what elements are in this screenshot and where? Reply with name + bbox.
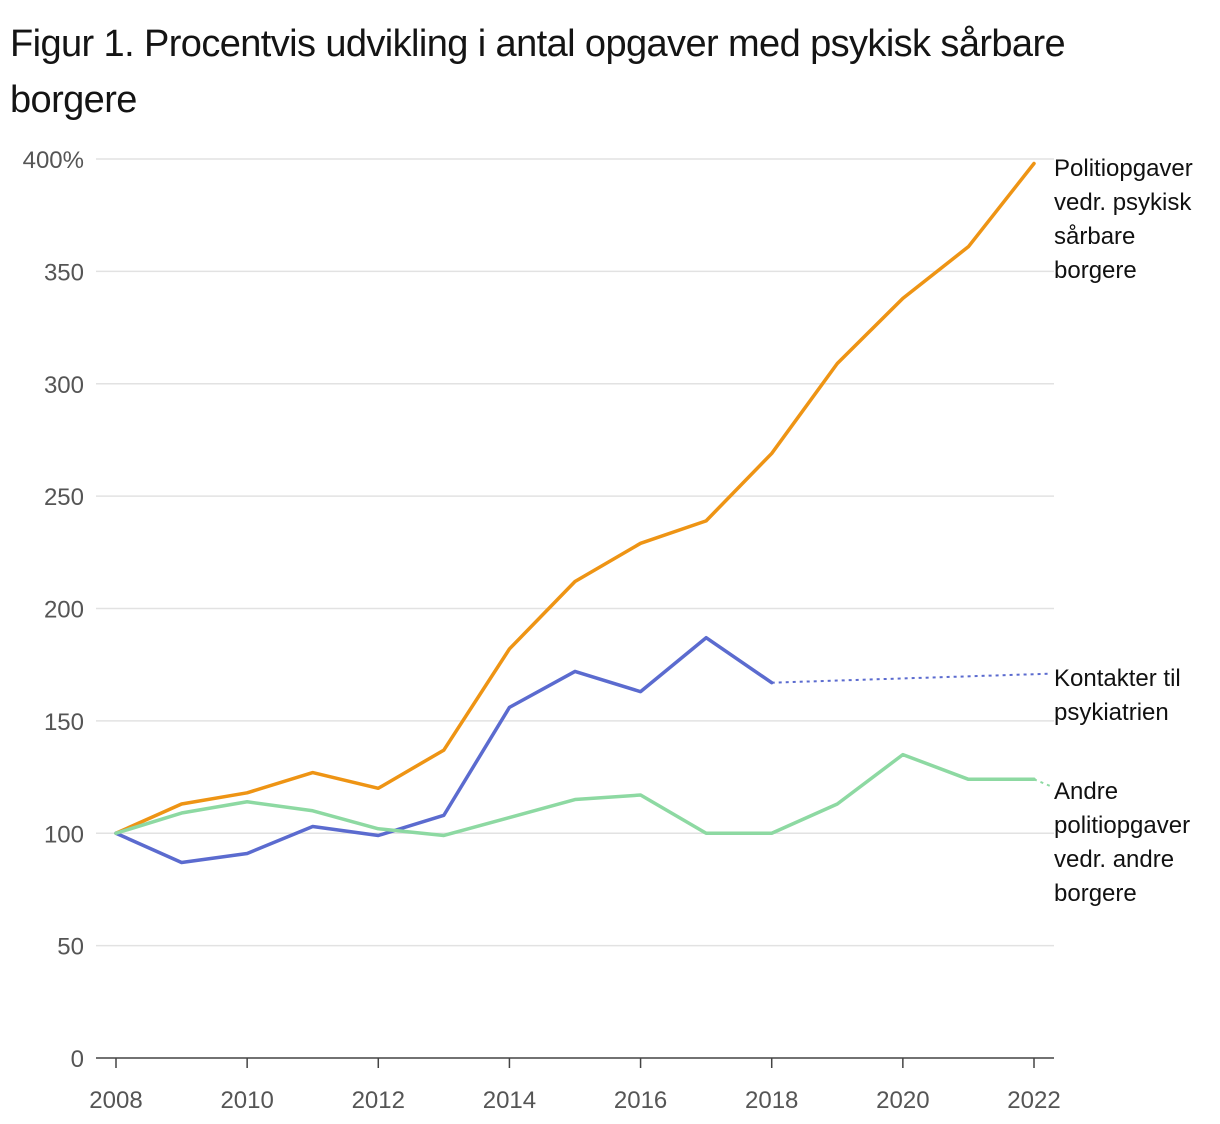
y-axis-ticks: 0 50 100 150 200 250 300 350 400% <box>23 147 84 1073</box>
series-label-line: borgere <box>1054 880 1137 907</box>
y-tick-label: 400% <box>23 147 84 174</box>
series-label-line: Andre <box>1054 778 1118 805</box>
y-tick-label: 50 <box>57 934 84 961</box>
x-tick-label: 2022 <box>1007 1087 1060 1114</box>
series-line-1 <box>114 635 774 865</box>
y-tick-label: 300 <box>44 372 84 399</box>
y-tick-label: 250 <box>44 484 84 511</box>
series-label-line: psykiatrien <box>1054 699 1169 726</box>
x-tick-label: 2010 <box>220 1087 273 1114</box>
gridlines <box>96 158 1054 947</box>
series-label-line: Kontakter til <box>1054 665 1181 692</box>
y-tick-label: 350 <box>44 259 84 286</box>
y-tick-label: 0 <box>71 1046 84 1073</box>
x-axis: 2008 2010 2012 2014 2016 2018 2020 2022 <box>89 1057 1061 1114</box>
chart-title: Figur 1. Procentvis udvikling i antal op… <box>10 23 1066 121</box>
series-label-2: Andre politiopgaver vedr. andre borgere <box>1054 778 1190 907</box>
x-tick-label: 2014 <box>483 1087 536 1114</box>
series-dotted-extension-1 <box>771 672 1051 684</box>
series-label-line: vedr. andre <box>1054 846 1174 873</box>
series-label-1: Kontakter til psykiatrien <box>1054 665 1181 726</box>
x-tick-label: 2012 <box>352 1087 405 1114</box>
x-tick-label: 2008 <box>89 1087 142 1114</box>
series-dotted-extension-2 <box>1033 778 1051 787</box>
series-label-line: politiopgaver <box>1054 812 1190 839</box>
series-line-0 <box>114 161 1036 835</box>
series-lines <box>114 161 1051 865</box>
series-label-0: Politiopgaver vedr. psykisk sårbare borgere <box>1054 155 1193 284</box>
series-label-line: Politiopgaver <box>1054 155 1193 182</box>
y-tick-label: 100 <box>44 821 84 848</box>
series-label-line: sårbare <box>1054 223 1135 250</box>
series-labels: Politiopgaver vedr. psykisk sårbare borgere… <box>1054 155 1193 907</box>
series-line-2 <box>114 752 1036 838</box>
x-tick-label: 2016 <box>614 1087 667 1114</box>
series-label-line: borgere <box>1054 257 1137 284</box>
y-tick-label: 200 <box>44 597 84 624</box>
series-label-line: vedr. psykisk <box>1054 189 1192 216</box>
x-tick-label: 2020 <box>876 1087 929 1114</box>
x-tick-label: 2018 <box>745 1087 798 1114</box>
y-tick-label: 150 <box>44 709 84 736</box>
